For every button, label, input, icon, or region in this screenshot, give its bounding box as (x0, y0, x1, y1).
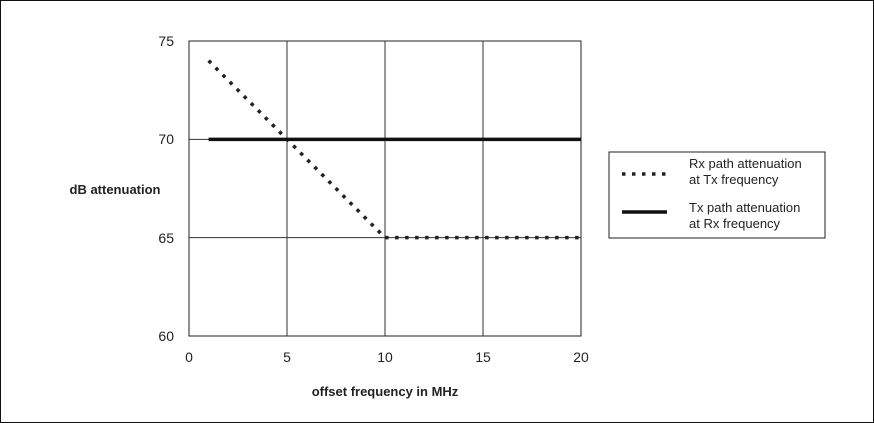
legend-entry-label: Tx path attenuation (689, 200, 800, 215)
legend: Rx path attenuation at Tx frequency Tx p… (609, 152, 825, 238)
y-tick-label: 60 (158, 328, 174, 344)
legend-entry-label: at Tx frequency (689, 172, 779, 187)
y-axis-label: dB attenuation (70, 182, 161, 197)
x-tick-label: 0 (185, 349, 193, 365)
y-tick-label: 65 (158, 230, 174, 246)
legend-entry-label: Rx path attenuation (689, 156, 802, 171)
x-tick-label: 15 (475, 349, 491, 365)
x-tick-label: 20 (573, 349, 589, 365)
x-tick-label: 5 (283, 349, 291, 365)
y-tick-label: 70 (158, 131, 174, 147)
x-axis-label: offset frequency in MHz (312, 384, 459, 399)
legend-entry-label: at Rx frequency (689, 216, 781, 231)
y-tick-label: 75 (158, 33, 174, 49)
x-tick-label: 10 (377, 349, 393, 365)
